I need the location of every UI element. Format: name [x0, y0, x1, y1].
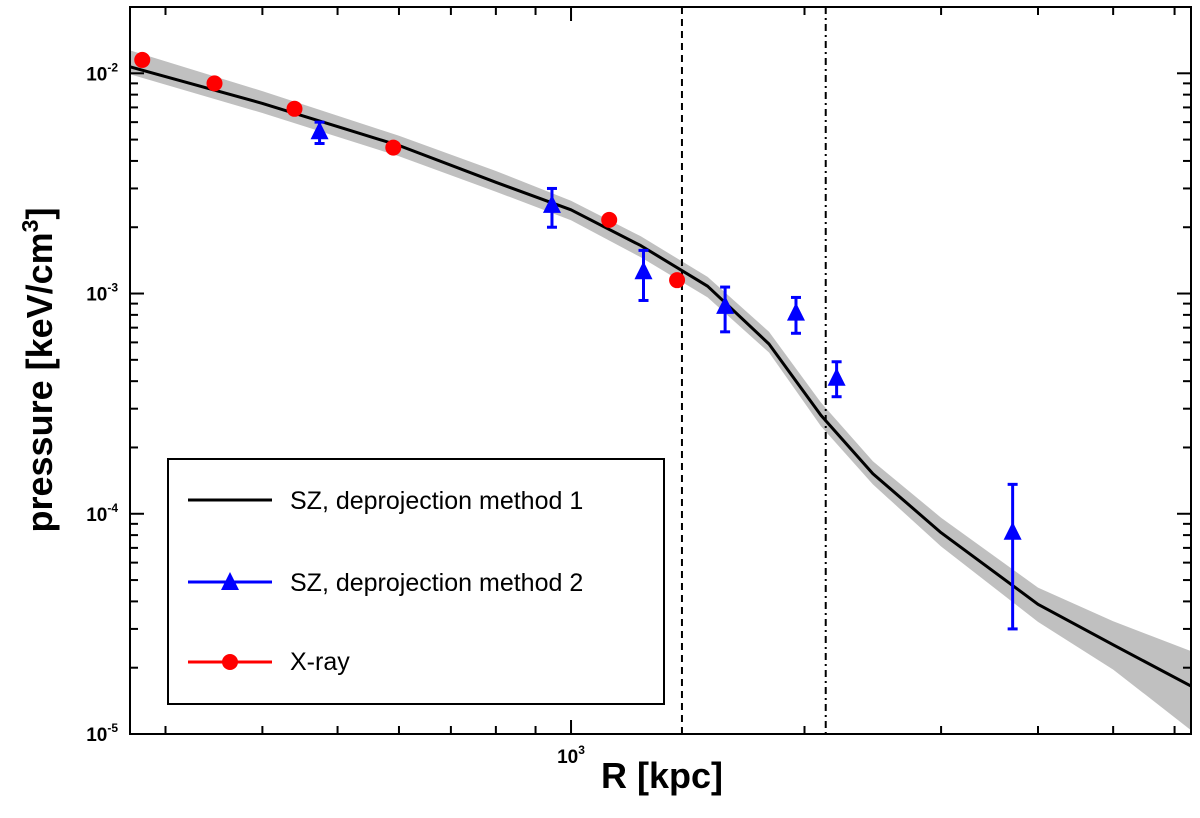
triangle-marker [786, 302, 805, 321]
tick-exponent: -2 [107, 60, 118, 74]
xray-point [286, 100, 303, 117]
x-axis-title: R [kpc] [601, 755, 723, 796]
sz-method-2-point [827, 360, 846, 399]
y-tick-label: 10-4 [86, 501, 118, 526]
tick-base: 10 [86, 725, 107, 746]
sz-method-2-point [634, 248, 653, 302]
tick-exponent: -3 [107, 281, 118, 295]
legend-marker-triangle [221, 572, 239, 590]
sz-method-2-point [1003, 482, 1022, 631]
sz-method-2-point [310, 120, 329, 145]
y-axis-title: pressure [keV/cm3] [17, 208, 60, 533]
xray-point [669, 272, 686, 289]
tick-base: 10 [86, 64, 107, 85]
triangle-marker [827, 367, 846, 386]
data-markers [134, 51, 1022, 631]
x-tick-label: 103 [557, 743, 585, 768]
legend-label-xray: X-ray [290, 648, 350, 676]
legend-label-sz-method-1: SZ, deprojection method 1 [290, 487, 583, 515]
xray-point [206, 75, 223, 92]
sz-method-2-point [716, 285, 735, 334]
triangle-marker [634, 261, 653, 280]
triangle-marker [310, 121, 329, 140]
tick-base: 10 [557, 747, 578, 768]
reference-lines [680, 7, 827, 734]
xray-point [601, 211, 618, 228]
legend-marker-circle [222, 654, 238, 670]
y-tick-label: 10-2 [86, 60, 118, 85]
tick-exponent: 3 [578, 743, 585, 757]
triangle-marker [1003, 521, 1022, 540]
xray-point [385, 139, 402, 156]
y-tick-label: 10-5 [86, 721, 118, 746]
sz-method-1-line-layer [129, 65, 1192, 688]
xray-point [134, 51, 151, 68]
triangle-marker [542, 194, 561, 213]
sz-method-2-point [542, 186, 561, 229]
tick-exponent: -5 [107, 721, 118, 735]
tick-base: 10 [86, 505, 107, 526]
y-axis-title-superscript: 3 [17, 220, 43, 233]
axis-ticks [130, 6, 1191, 735]
tick-exponent: -4 [107, 501, 118, 515]
sz-method-1-line [129, 65, 1192, 688]
plot-frame [129, 6, 1192, 735]
sz-method-2-point [786, 295, 805, 335]
triangle-marker [716, 295, 735, 314]
tick-base: 10 [86, 285, 107, 306]
legend: SZ, deprojection method 1 SZ, deprojecti… [167, 458, 665, 705]
y-tick-label: 10-3 [86, 281, 118, 306]
legend-label-sz-method-2: SZ, deprojection method 2 [290, 569, 583, 597]
